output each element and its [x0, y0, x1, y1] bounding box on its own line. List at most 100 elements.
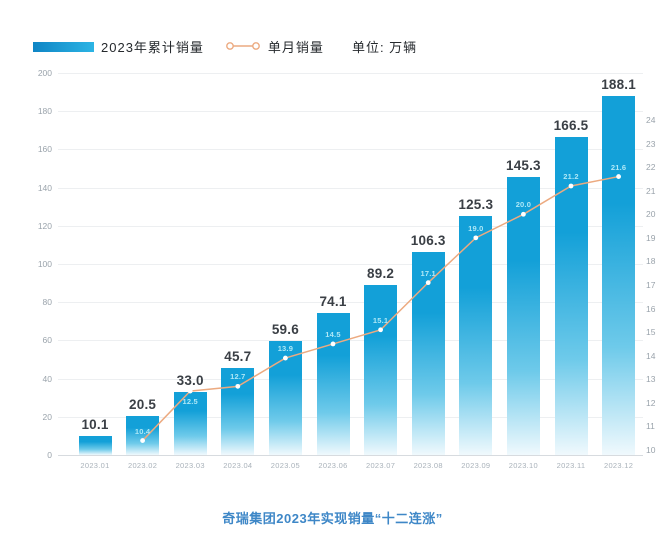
left-axis-tick-label: 200	[37, 68, 52, 78]
gridline	[58, 340, 643, 342]
right-axis-tick-label: 16	[646, 303, 656, 314]
right-axis-tick-label: 22	[646, 162, 656, 173]
right-axis-tick-label: 23	[646, 138, 656, 149]
line-value-label: 13.9	[277, 344, 294, 354]
line-value-label: 20.0	[515, 200, 532, 210]
left-axis-tick-label: 60	[42, 335, 52, 346]
right-axis-tick-label: 17	[646, 280, 656, 290]
bar-value-label: 89.2	[367, 265, 395, 281]
bar-value-label: 125.3	[458, 196, 494, 212]
left-axis-tick-label: 100	[37, 259, 52, 269]
x-axis-tick-label: 2023.05	[270, 461, 300, 470]
line-value-label: 19.0	[468, 223, 484, 233]
x-axis-tick-label: 2023.07	[365, 461, 396, 470]
bar-value-label: 74.1	[319, 294, 347, 310]
bar-value-label: 145.3	[505, 158, 541, 174]
x-axis-tick-label: 2023.02	[127, 461, 158, 470]
x-axis-tick-label: 2023.11	[556, 461, 586, 470]
bar-value-label: 59.6	[271, 322, 299, 338]
gridline	[58, 111, 643, 113]
unit-label: 单位: 万辆	[351, 39, 418, 55]
bar	[364, 284, 398, 455]
bar-value-label: 20.5	[129, 396, 157, 412]
x-axis-tick-label: 2023.03	[175, 461, 205, 470]
line-marker	[187, 388, 193, 394]
left-axis-tick-label: 0	[47, 450, 52, 460]
line-path	[142, 175, 619, 442]
x-axis-tick-label: 2023.10	[508, 461, 538, 470]
x-axis-tick-label: 2023.09	[461, 461, 491, 470]
line-marker	[378, 327, 383, 333]
right-axis-tick-label: 15	[646, 327, 656, 338]
bar	[554, 136, 588, 455]
line-marker	[568, 183, 574, 189]
bar-value-label: 33.0	[176, 372, 204, 388]
gridline	[58, 455, 643, 456]
line-value-label: 10.4	[134, 426, 151, 436]
right-axis-tick-label: 13	[646, 374, 656, 385]
bar-value-label: 45.7	[224, 348, 252, 364]
x-axis-tick-label: 2023.08	[413, 461, 443, 470]
left-axis-tick-label: 140	[37, 182, 52, 193]
line-series-label: 单月销量	[267, 39, 324, 55]
line-marker	[283, 355, 288, 361]
right-axis-tick-label: 11	[646, 421, 655, 432]
bar	[459, 215, 493, 455]
bar-value-label: 188.1	[601, 76, 636, 92]
line-value-label: 21.6	[610, 162, 627, 172]
right-axis-tick-label: 14	[646, 350, 656, 361]
line-value-label: 15.1	[372, 315, 389, 325]
right-axis-tick-label: 19	[646, 232, 656, 243]
bar	[411, 251, 445, 455]
line-marker	[235, 383, 241, 389]
gridline	[58, 187, 643, 189]
gridline	[58, 73, 643, 74]
bar-series-swatch-icon	[33, 41, 94, 52]
gridline	[58, 264, 643, 265]
right-axis-tick-label: 10	[646, 445, 656, 455]
right-axis-tick-label: 12	[646, 397, 656, 408]
bar	[602, 95, 636, 455]
bar-value-label: 106.3	[410, 232, 446, 248]
line-value-label: 21.2	[563, 172, 579, 181]
bar-value-label: 10.1	[81, 416, 109, 432]
gridline	[58, 149, 643, 151]
x-axis-tick-label: 2023.01	[80, 461, 110, 470]
legend: 2023年累计销量 单月销量 单位: 万辆	[33, 37, 417, 55]
left-axis-tick-label: 80	[42, 297, 52, 308]
x-axis-tick-label: 2023.04	[223, 461, 253, 470]
left-axis-tick-label: 40	[42, 373, 52, 384]
line-value-label: 14.5	[325, 329, 341, 339]
bar-series-label: 2023年累计销量	[101, 39, 204, 55]
bar-value-label: 166.5	[553, 117, 589, 133]
gridline	[58, 302, 643, 304]
line-value-label: 12.5	[182, 397, 198, 407]
right-axis-tick-label: 21	[646, 185, 656, 196]
left-axis-tick-label: 120	[37, 220, 52, 231]
line-value-label: 17.1	[420, 268, 436, 278]
left-axis-tick-label: 180	[37, 106, 52, 117]
right-axis-tick-label: 24	[646, 115, 656, 125]
line-marker	[140, 438, 145, 443]
line-marker	[425, 280, 431, 286]
gridline	[58, 225, 643, 227]
line-series-icon	[226, 42, 260, 50]
line-marker	[521, 211, 526, 217]
gridline	[58, 378, 643, 380]
right-axis-tick-label: 20	[646, 209, 656, 220]
bar	[221, 367, 255, 455]
plot-area: 10.1 2023.01 20.5 2023.02 33.0 2023.03 45.7 202…	[58, 73, 643, 470]
bar	[78, 435, 112, 455]
right-axis-tick-label: 18	[646, 256, 656, 267]
x-axis-tick-label: 2023.06	[318, 461, 348, 470]
left-axis-tick-label: 20	[42, 411, 52, 422]
gridline	[58, 416, 643, 418]
bar	[126, 415, 160, 455]
monthly-sales-line	[140, 174, 621, 443]
left-axis-tick-label: 160	[37, 144, 52, 155]
chart-caption: 奇瑞集团2023年实现销量“十二连涨”	[222, 511, 443, 526]
line-marker	[330, 341, 336, 347]
x-axis-tick-label: 2023.12	[603, 461, 634, 470]
line-marker	[473, 235, 479, 241]
